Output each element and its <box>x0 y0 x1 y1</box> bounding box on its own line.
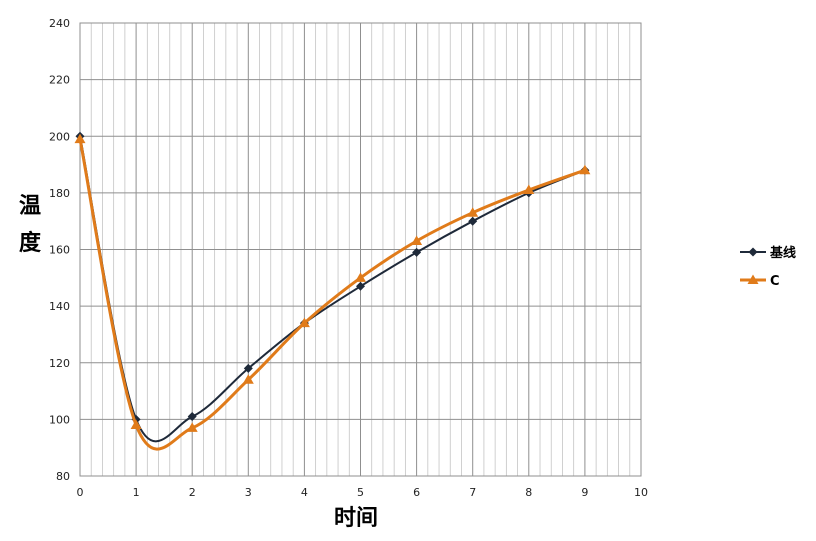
data-point <box>298 317 310 328</box>
x-tick-label: 5 <box>357 486 364 499</box>
data-point <box>187 412 197 422</box>
data-point <box>411 235 423 246</box>
series-layer <box>74 131 591 451</box>
tick-labels: 0 1 2 3 4 5 6 7 8 9 10 80 100 120 140 160 180 200 220 240 <box>49 17 648 499</box>
series-line <box>78 138 586 451</box>
data-point <box>130 419 142 430</box>
series-line <box>79 136 586 443</box>
data-point <box>412 247 422 257</box>
x-tick-label: 4 <box>301 486 308 499</box>
y-tick-label: 80 <box>56 470 70 483</box>
data-point <box>355 272 366 282</box>
data-point <box>579 164 591 175</box>
y-tick-label: 140 <box>49 300 70 313</box>
data-point <box>468 216 478 226</box>
x-tick-label: 2 <box>189 486 196 499</box>
data-point <box>356 281 365 291</box>
x-tick-label: 6 <box>413 486 420 499</box>
series-2 <box>74 133 591 451</box>
x-tick-label: 1 <box>133 486 140 499</box>
data-point <box>467 207 479 217</box>
x-tick-label: 10 <box>634 486 648 499</box>
x-tick-label: 0 <box>77 486 84 499</box>
x-tick-label: 7 <box>469 486 476 499</box>
y-axis-title-char-2: 度 <box>19 230 42 256</box>
series-1 <box>75 131 590 443</box>
y-tick-label: 100 <box>49 413 70 426</box>
legend-label: C <box>770 274 780 289</box>
data-point <box>523 184 535 195</box>
y-tick-label: 220 <box>49 74 70 87</box>
data-point <box>186 422 198 432</box>
y-tick-label: 120 <box>49 357 70 370</box>
x-tick-label: 8 <box>525 486 532 499</box>
x-axis-title: 时间 <box>334 506 378 531</box>
x-tick-label: 3 <box>245 486 252 499</box>
data-point <box>74 133 86 144</box>
y-axis-title-char-1: 温 <box>19 194 41 219</box>
y-tick-label: 240 <box>49 17 70 30</box>
y-tick-label: 160 <box>49 244 70 257</box>
data-point <box>242 374 254 384</box>
legend-label: 基线 <box>769 245 796 261</box>
grid <box>79 22 642 477</box>
legend-marker <box>747 274 759 284</box>
x-tick-label: 9 <box>581 486 588 499</box>
data-point <box>243 363 253 373</box>
legend: 基线 C <box>740 245 796 289</box>
legend-marker <box>748 247 758 257</box>
y-tick-label: 180 <box>49 187 70 200</box>
plot-frame <box>79 22 642 477</box>
y-tick-label: 200 <box>49 130 70 143</box>
